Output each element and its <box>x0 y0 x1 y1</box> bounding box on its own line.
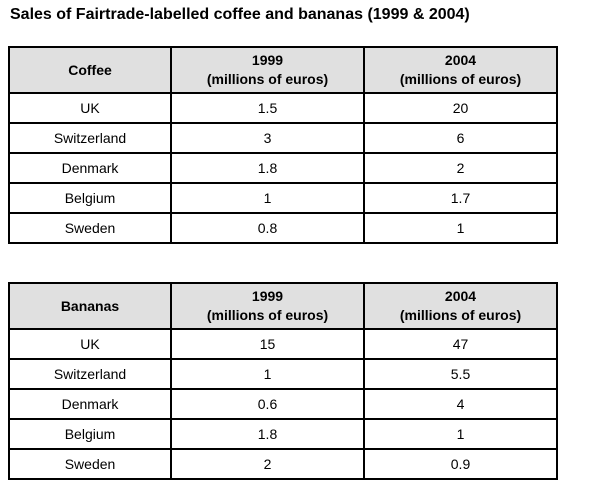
country-cell: Belgium <box>8 418 172 450</box>
value-1999-cell: 3 <box>170 122 365 154</box>
unit-label: (millions of euros) <box>399 307 522 323</box>
bananas-table: Bananas 1999 (millions of euros) 2004 (m… <box>8 282 558 480</box>
category-header-cell: Bananas <box>8 282 172 330</box>
value-1999-cell: 1 <box>170 358 365 390</box>
value-1999-cell: 1 <box>170 182 365 214</box>
value-1999-cell: 1.8 <box>170 418 365 450</box>
country-cell: Sweden <box>8 448 172 480</box>
table-row: UK 15 47 <box>8 328 558 360</box>
value-2004-cell: 2 <box>363 152 558 184</box>
country-cell: Sweden <box>8 212 172 244</box>
value-1999-cell: 2 <box>170 448 365 480</box>
coffee-table: Coffee 1999 (millions of euros) 2004 (mi… <box>8 46 558 244</box>
value-2004-cell: 47 <box>363 328 558 360</box>
table-row: UK 1.5 20 <box>8 92 558 124</box>
value-1999-cell: 0.6 <box>170 388 365 420</box>
value-2004-cell: 1 <box>363 418 558 450</box>
country-cell: Switzerland <box>8 358 172 390</box>
table-header-row: Bananas 1999 (millions of euros) 2004 (m… <box>8 282 558 330</box>
unit-label: (millions of euros) <box>206 307 329 323</box>
unit-label: (millions of euros) <box>399 71 522 87</box>
year-1999-header-cell: 1999 (millions of euros) <box>170 46 365 94</box>
value-2004-cell: 20 <box>363 92 558 124</box>
table-row: Belgium 1 1.7 <box>8 182 558 214</box>
value-2004-cell: 0.9 <box>363 448 558 480</box>
value-2004-cell: 1.7 <box>363 182 558 214</box>
value-1999-cell: 1.5 <box>170 92 365 124</box>
country-cell: UK <box>8 92 172 124</box>
table-row: Switzerland 1 5.5 <box>8 358 558 390</box>
value-1999-cell: 15 <box>170 328 365 360</box>
table-row: Sweden 2 0.9 <box>8 448 558 480</box>
value-2004-cell: 1 <box>363 212 558 244</box>
year-2004-header-cell: 2004 (millions of euros) <box>363 282 558 330</box>
value-2004-cell: 6 <box>363 122 558 154</box>
table-header-row: Coffee 1999 (millions of euros) 2004 (mi… <box>8 46 558 94</box>
country-cell: Belgium <box>8 182 172 214</box>
table-row: Belgium 1.8 1 <box>8 418 558 450</box>
year-2004-header-cell: 2004 (millions of euros) <box>363 46 558 94</box>
year-label: 2004 <box>444 288 477 304</box>
value-2004-cell: 4 <box>363 388 558 420</box>
table-row: Denmark 0.6 4 <box>8 388 558 420</box>
country-cell: UK <box>8 328 172 360</box>
table-row: Switzerland 3 6 <box>8 122 558 154</box>
value-1999-cell: 1.8 <box>170 152 365 184</box>
country-cell: Denmark <box>8 388 172 420</box>
year-label: 2004 <box>444 52 477 68</box>
table-row: Sweden 0.8 1 <box>8 212 558 244</box>
year-label: 1999 <box>251 288 284 304</box>
value-2004-cell: 5.5 <box>363 358 558 390</box>
country-cell: Denmark <box>8 152 172 184</box>
year-label: 1999 <box>251 52 284 68</box>
country-cell: Switzerland <box>8 122 172 154</box>
page-title: Sales of Fairtrade-labelled coffee and b… <box>10 6 470 23</box>
category-header-cell: Coffee <box>8 46 172 94</box>
value-1999-cell: 0.8 <box>170 212 365 244</box>
year-1999-header-cell: 1999 (millions of euros) <box>170 282 365 330</box>
table-row: Denmark 1.8 2 <box>8 152 558 184</box>
unit-label: (millions of euros) <box>206 71 329 87</box>
